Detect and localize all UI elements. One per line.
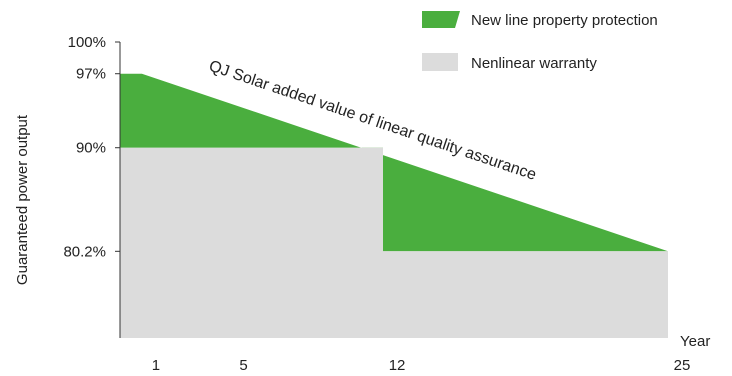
x-axis-title: Year	[680, 333, 710, 350]
legend-swatch-linear	[422, 11, 460, 28]
legend-swatch-nonlinear	[422, 53, 458, 71]
x-ticks: 1 5 12 25	[152, 357, 691, 374]
legend-label-linear: New line property protection	[471, 12, 658, 29]
x-tick-label: 5	[239, 357, 247, 374]
x-tick-label: 1	[152, 357, 160, 374]
nonlinear-warranty-area	[120, 147, 668, 338]
y-tick-label: 80.2%	[63, 243, 106, 260]
legend: New line property protection Nenlinear w…	[422, 11, 658, 72]
legend-item-nonlinear: Nenlinear warranty	[422, 53, 597, 72]
x-tick-label: 25	[674, 357, 691, 374]
legend-item-linear: New line property protection	[422, 11, 658, 29]
plot-area	[120, 73, 668, 338]
legend-label-nonlinear: Nenlinear warranty	[471, 55, 597, 72]
linear-warranty-area	[120, 73, 668, 252]
y-axis-title: Guaranteed power output	[14, 114, 31, 285]
y-tick-label: 90%	[76, 140, 106, 157]
y-tick-label: 100%	[68, 34, 106, 51]
y-ticks: 100% 97% 90% 80.2%	[63, 34, 120, 260]
y-tick-label: 97%	[76, 66, 106, 83]
x-tick-label: 12	[389, 357, 406, 374]
